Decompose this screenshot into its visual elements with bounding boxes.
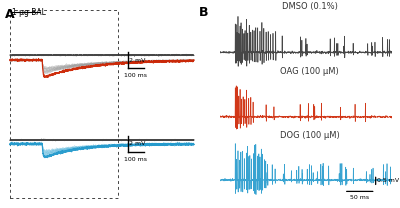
Text: OAG (100 μM): OAG (100 μM) (280, 67, 339, 76)
Text: 50 ms: 50 ms (350, 195, 369, 200)
Text: 100 ms: 100 ms (124, 157, 148, 162)
Text: A: A (5, 8, 15, 21)
Text: 0.5 mV: 0.5 mV (377, 178, 400, 183)
Bar (10, 10, 118, 198)
Text: DOG (100 μM): DOG (100 μM) (280, 131, 339, 140)
Text: 1 μg BAL: 1 μg BAL (12, 8, 46, 17)
Text: 2 mV: 2 mV (129, 58, 145, 63)
Text: 2 mV: 2 mV (129, 141, 145, 146)
Text: B: B (199, 6, 209, 19)
Text: DMSO (0.1%): DMSO (0.1%) (282, 2, 337, 11)
Text: 100 ms: 100 ms (124, 73, 148, 78)
